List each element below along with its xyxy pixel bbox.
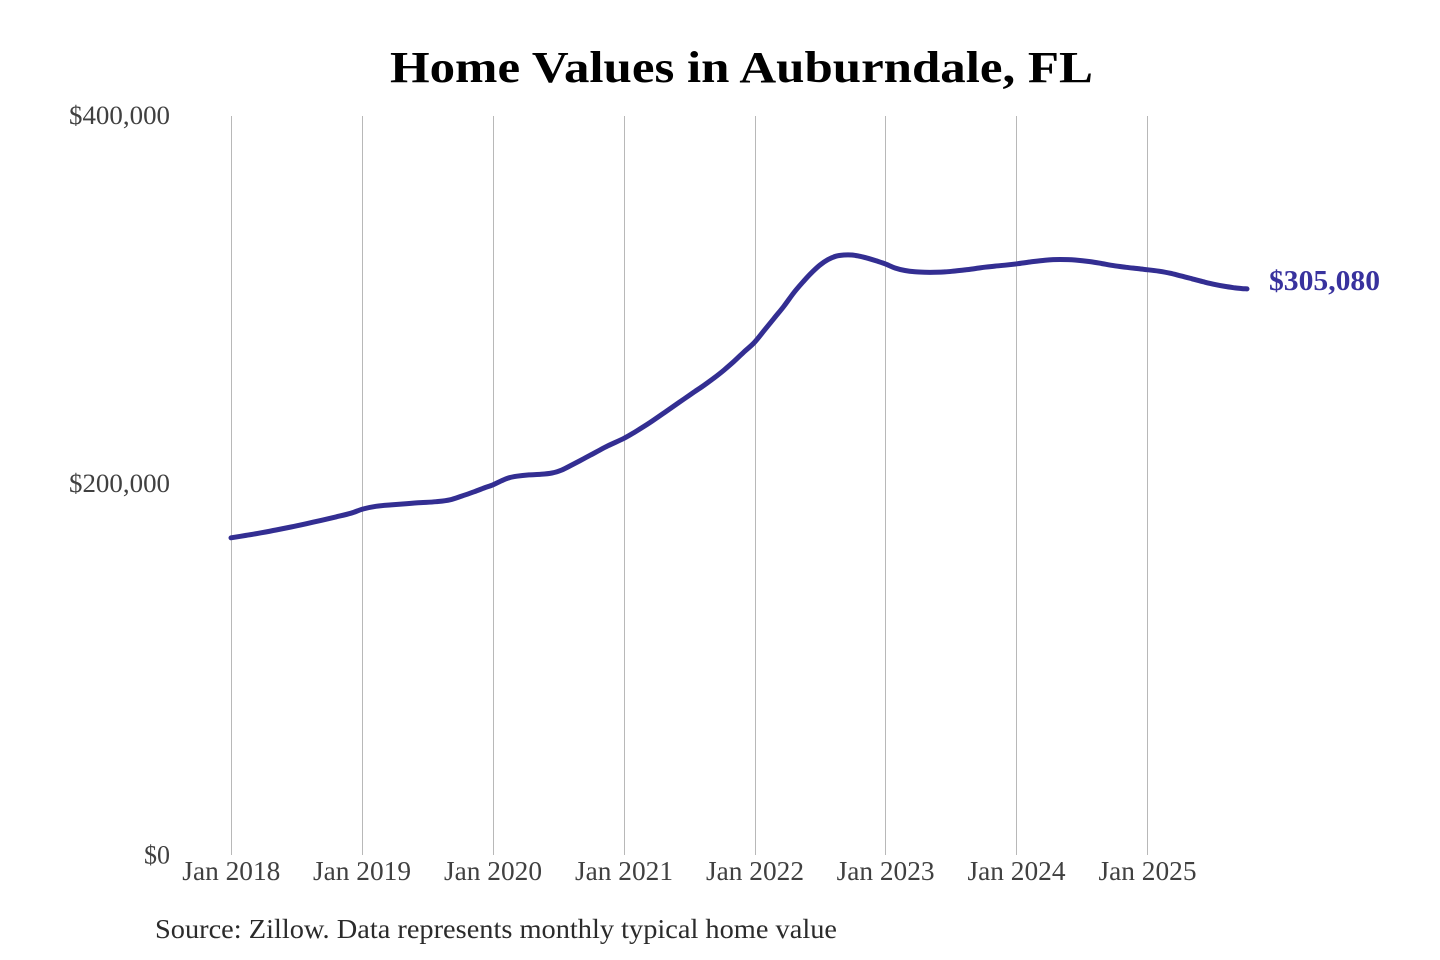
svg-text:Jan 2024: Jan 2024 — [968, 856, 1066, 886]
svg-text:Source: Zillow. Data represent: Source: Zillow. Data represents monthly … — [155, 914, 837, 944]
svg-text:Jan 2021: Jan 2021 — [575, 856, 673, 886]
svg-text:Jan 2019: Jan 2019 — [313, 856, 411, 886]
svg-text:$0: $0 — [144, 841, 170, 870]
svg-text:Jan 2025: Jan 2025 — [1099, 856, 1197, 886]
svg-text:Jan 2020: Jan 2020 — [444, 856, 542, 886]
svg-text:Home Values in Auburndale, FL: Home Values in Auburndale, FL — [390, 43, 1093, 92]
svg-text:Jan 2022: Jan 2022 — [706, 856, 804, 886]
svg-text:$200,000: $200,000 — [69, 469, 170, 498]
svg-text:Jan 2018: Jan 2018 — [182, 856, 280, 886]
svg-text:Jan 2023: Jan 2023 — [837, 856, 935, 886]
svg-text:$305,080: $305,080 — [1269, 266, 1380, 297]
svg-text:$400,000: $400,000 — [69, 101, 170, 130]
